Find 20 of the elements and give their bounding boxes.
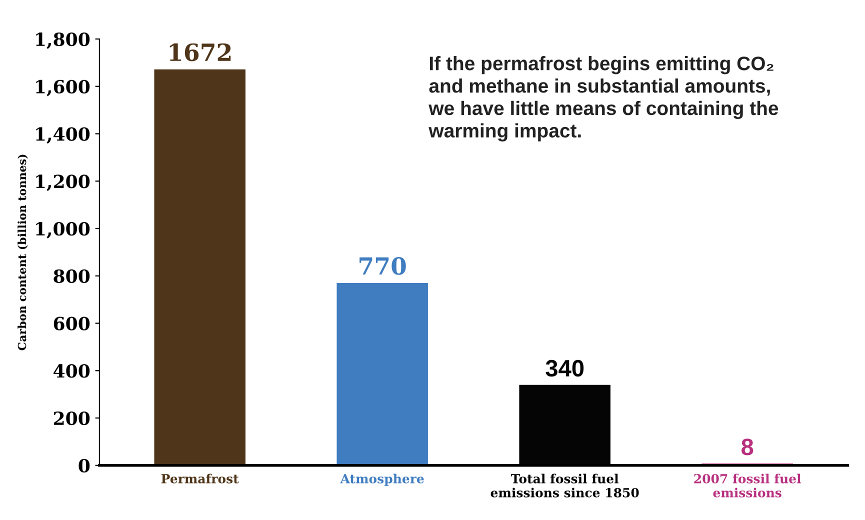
data-label: 770 [360,257,406,275]
y-tick-label: 400 [54,364,90,378]
y-tick-label: 1,600 [36,80,90,96]
y-tick-label: 1,800 [36,32,90,49]
y-axis-title: Carbon content (billion tonnes) [18,154,28,350]
x-tick-label: 2007 fossil fuel emissions [694,474,801,498]
x-tick-label: Atmosphere [340,474,424,486]
x-tick-label: Permafrost [161,474,239,484]
data-label: 340 [546,360,584,377]
x-tick-label: Total fossil fuel emissions since 1850 [490,474,639,498]
data-label: 1672 [170,43,231,62]
annotation: If the permafrost begins emitting CO₂ and methane in substantial amounts, we have little means of containing the warming impact. [428,56,778,142]
y-tick-label: 1,400 [36,127,90,144]
y-tick-label: 0 [78,458,90,473]
data-label: 8 [742,438,754,456]
y-tick-label: 1,200 [36,174,90,191]
y-tick-label: 1,000 [36,222,90,238]
y-tick-label: 600 [54,316,90,330]
y-tick-label: 800 [54,269,90,284]
y-tick-label: 200 [54,411,90,426]
